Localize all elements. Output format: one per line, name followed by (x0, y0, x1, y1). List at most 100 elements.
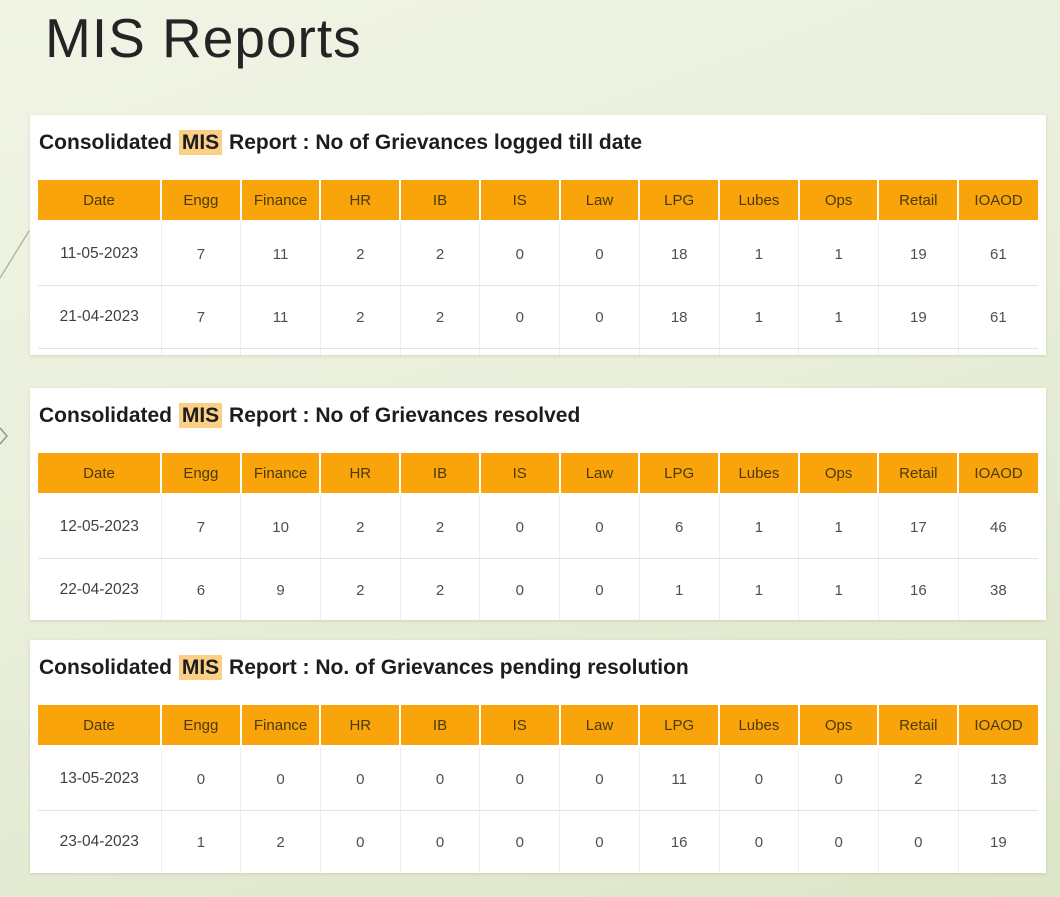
value-cell: 38 (958, 558, 1038, 620)
report-title-suffix: Report : No. of Grievances pending resol… (229, 656, 689, 679)
value-cell: 16 (878, 558, 959, 620)
value-cell: 16 (639, 810, 720, 873)
date-cell: 23-04-2023 (38, 810, 162, 873)
report-panel-logged: Consolidated MIS Report : No of Grievanc… (30, 115, 1046, 355)
column-header-lubes: Lubes (719, 453, 800, 496)
column-header-lubes: Lubes (719, 705, 800, 748)
empty-cell (559, 348, 640, 355)
column-header-date: Date (38, 705, 162, 748)
column-header-lpg: LPG (639, 705, 721, 748)
value-cell: 0 (479, 558, 561, 620)
value-cell: 2 (400, 494, 481, 559)
column-header-hr: HR (320, 705, 402, 748)
value-cell: 2 (400, 285, 481, 349)
report-title: Consolidated MIS Report : No of Grievanc… (39, 403, 1046, 429)
value-cell: 17 (878, 494, 959, 559)
empty-cell (240, 348, 321, 355)
column-header-ioaod: IOAOD (958, 705, 1038, 748)
mis-highlight: MIS (178, 655, 223, 680)
value-cell: 46 (958, 494, 1038, 559)
value-cell: 0 (559, 746, 640, 811)
report-title-suffix: Report : No of Grievances logged till da… (229, 131, 643, 154)
value-cell: 0 (719, 746, 800, 811)
value-cell: 18 (639, 285, 720, 349)
value-cell: 2 (320, 221, 401, 286)
column-header-lpg: LPG (639, 180, 721, 223)
value-cell: 10 (240, 494, 321, 559)
value-cell: 2 (240, 810, 321, 873)
value-cell: 6 (639, 494, 720, 559)
value-cell: 19 (958, 810, 1038, 873)
value-cell: 0 (161, 746, 242, 811)
column-header-is: IS (479, 705, 561, 748)
value-cell: 0 (400, 810, 481, 873)
page-title: MIS Reports (45, 7, 362, 69)
empty-cell (320, 348, 401, 355)
report-title: Consolidated MIS Report : No of Grievanc… (39, 130, 1046, 156)
value-cell: 2 (400, 221, 481, 286)
value-cell: 2 (320, 558, 401, 620)
value-cell: 13 (958, 746, 1038, 811)
column-header-ops: Ops (798, 453, 880, 496)
mis-highlight: MIS (178, 130, 223, 155)
table-row: 22-04-2023 6 9 2 2 0 0 1 1 1 16 38 (38, 558, 1038, 620)
column-header-hr: HR (320, 180, 402, 223)
column-header-retail: Retail (878, 705, 960, 748)
empty-cell (38, 348, 162, 355)
value-cell: 0 (320, 746, 401, 811)
column-header-ops: Ops (798, 705, 880, 748)
value-cell: 2 (878, 746, 959, 811)
empty-cell (400, 348, 481, 355)
mis-highlight: MIS (178, 403, 223, 428)
chevron-icon (0, 427, 8, 445)
value-cell: 6 (161, 558, 242, 620)
column-header-ib: IB (400, 180, 481, 223)
table-header-row: Date Engg Finance HR IB IS Law LPG Lubes Ops Retai… (38, 453, 1038, 496)
value-cell: 1 (639, 558, 720, 620)
column-header-date: Date (38, 180, 162, 223)
column-header-engg: Engg (161, 180, 242, 223)
value-cell: 2 (320, 285, 401, 349)
value-cell: 0 (479, 221, 561, 286)
column-header-is: IS (479, 453, 561, 496)
value-cell: 0 (479, 810, 561, 873)
column-header-finance: Finance (240, 705, 322, 748)
empty-cell (878, 348, 959, 355)
column-header-is: IS (479, 180, 561, 223)
column-header-ioaod: IOAOD (958, 453, 1038, 496)
value-cell: 1 (719, 285, 800, 349)
value-cell: 2 (400, 558, 481, 620)
column-header-ioaod: IOAOD (958, 180, 1038, 223)
date-cell: 12-05-2023 (38, 494, 162, 559)
report-table-logged: Date Engg Finance HR IB IS Law LPG Lubes Ops Retai… (38, 180, 1038, 355)
column-header-ib: IB (400, 705, 481, 748)
date-cell: 13-05-2023 (38, 746, 162, 811)
column-header-retail: Retail (878, 180, 960, 223)
column-header-law: Law (559, 453, 641, 496)
clipped-row (38, 348, 1038, 355)
value-cell: 1 (161, 810, 242, 873)
value-cell: 1 (798, 221, 879, 286)
column-header-hr: HR (320, 453, 402, 496)
column-header-engg: Engg (161, 453, 242, 496)
value-cell: 1 (798, 285, 879, 349)
column-header-retail: Retail (878, 453, 960, 496)
value-cell: 0 (719, 810, 800, 873)
empty-cell (479, 348, 561, 355)
value-cell: 0 (479, 285, 561, 349)
value-cell: 1 (798, 558, 879, 620)
empty-cell (639, 348, 720, 355)
report-panel-pending: Consolidated MIS Report : No. of Grievan… (30, 640, 1046, 873)
value-cell: 1 (719, 494, 800, 559)
column-header-date: Date (38, 453, 162, 496)
report-table-pending: Date Engg Finance HR IB IS Law LPG Lubes Ops Retai… (38, 705, 1038, 873)
column-header-lpg: LPG (639, 453, 721, 496)
value-cell: 0 (320, 810, 401, 873)
table-row: 13-05-2023 0 0 0 0 0 0 11 0 0 2 13 (38, 746, 1038, 811)
column-header-finance: Finance (240, 180, 322, 223)
value-cell: 61 (958, 221, 1038, 286)
value-cell: 7 (161, 494, 242, 559)
value-cell: 7 (161, 221, 242, 286)
report-title-prefix: Consolidated (39, 404, 173, 427)
column-header-ib: IB (400, 453, 481, 496)
